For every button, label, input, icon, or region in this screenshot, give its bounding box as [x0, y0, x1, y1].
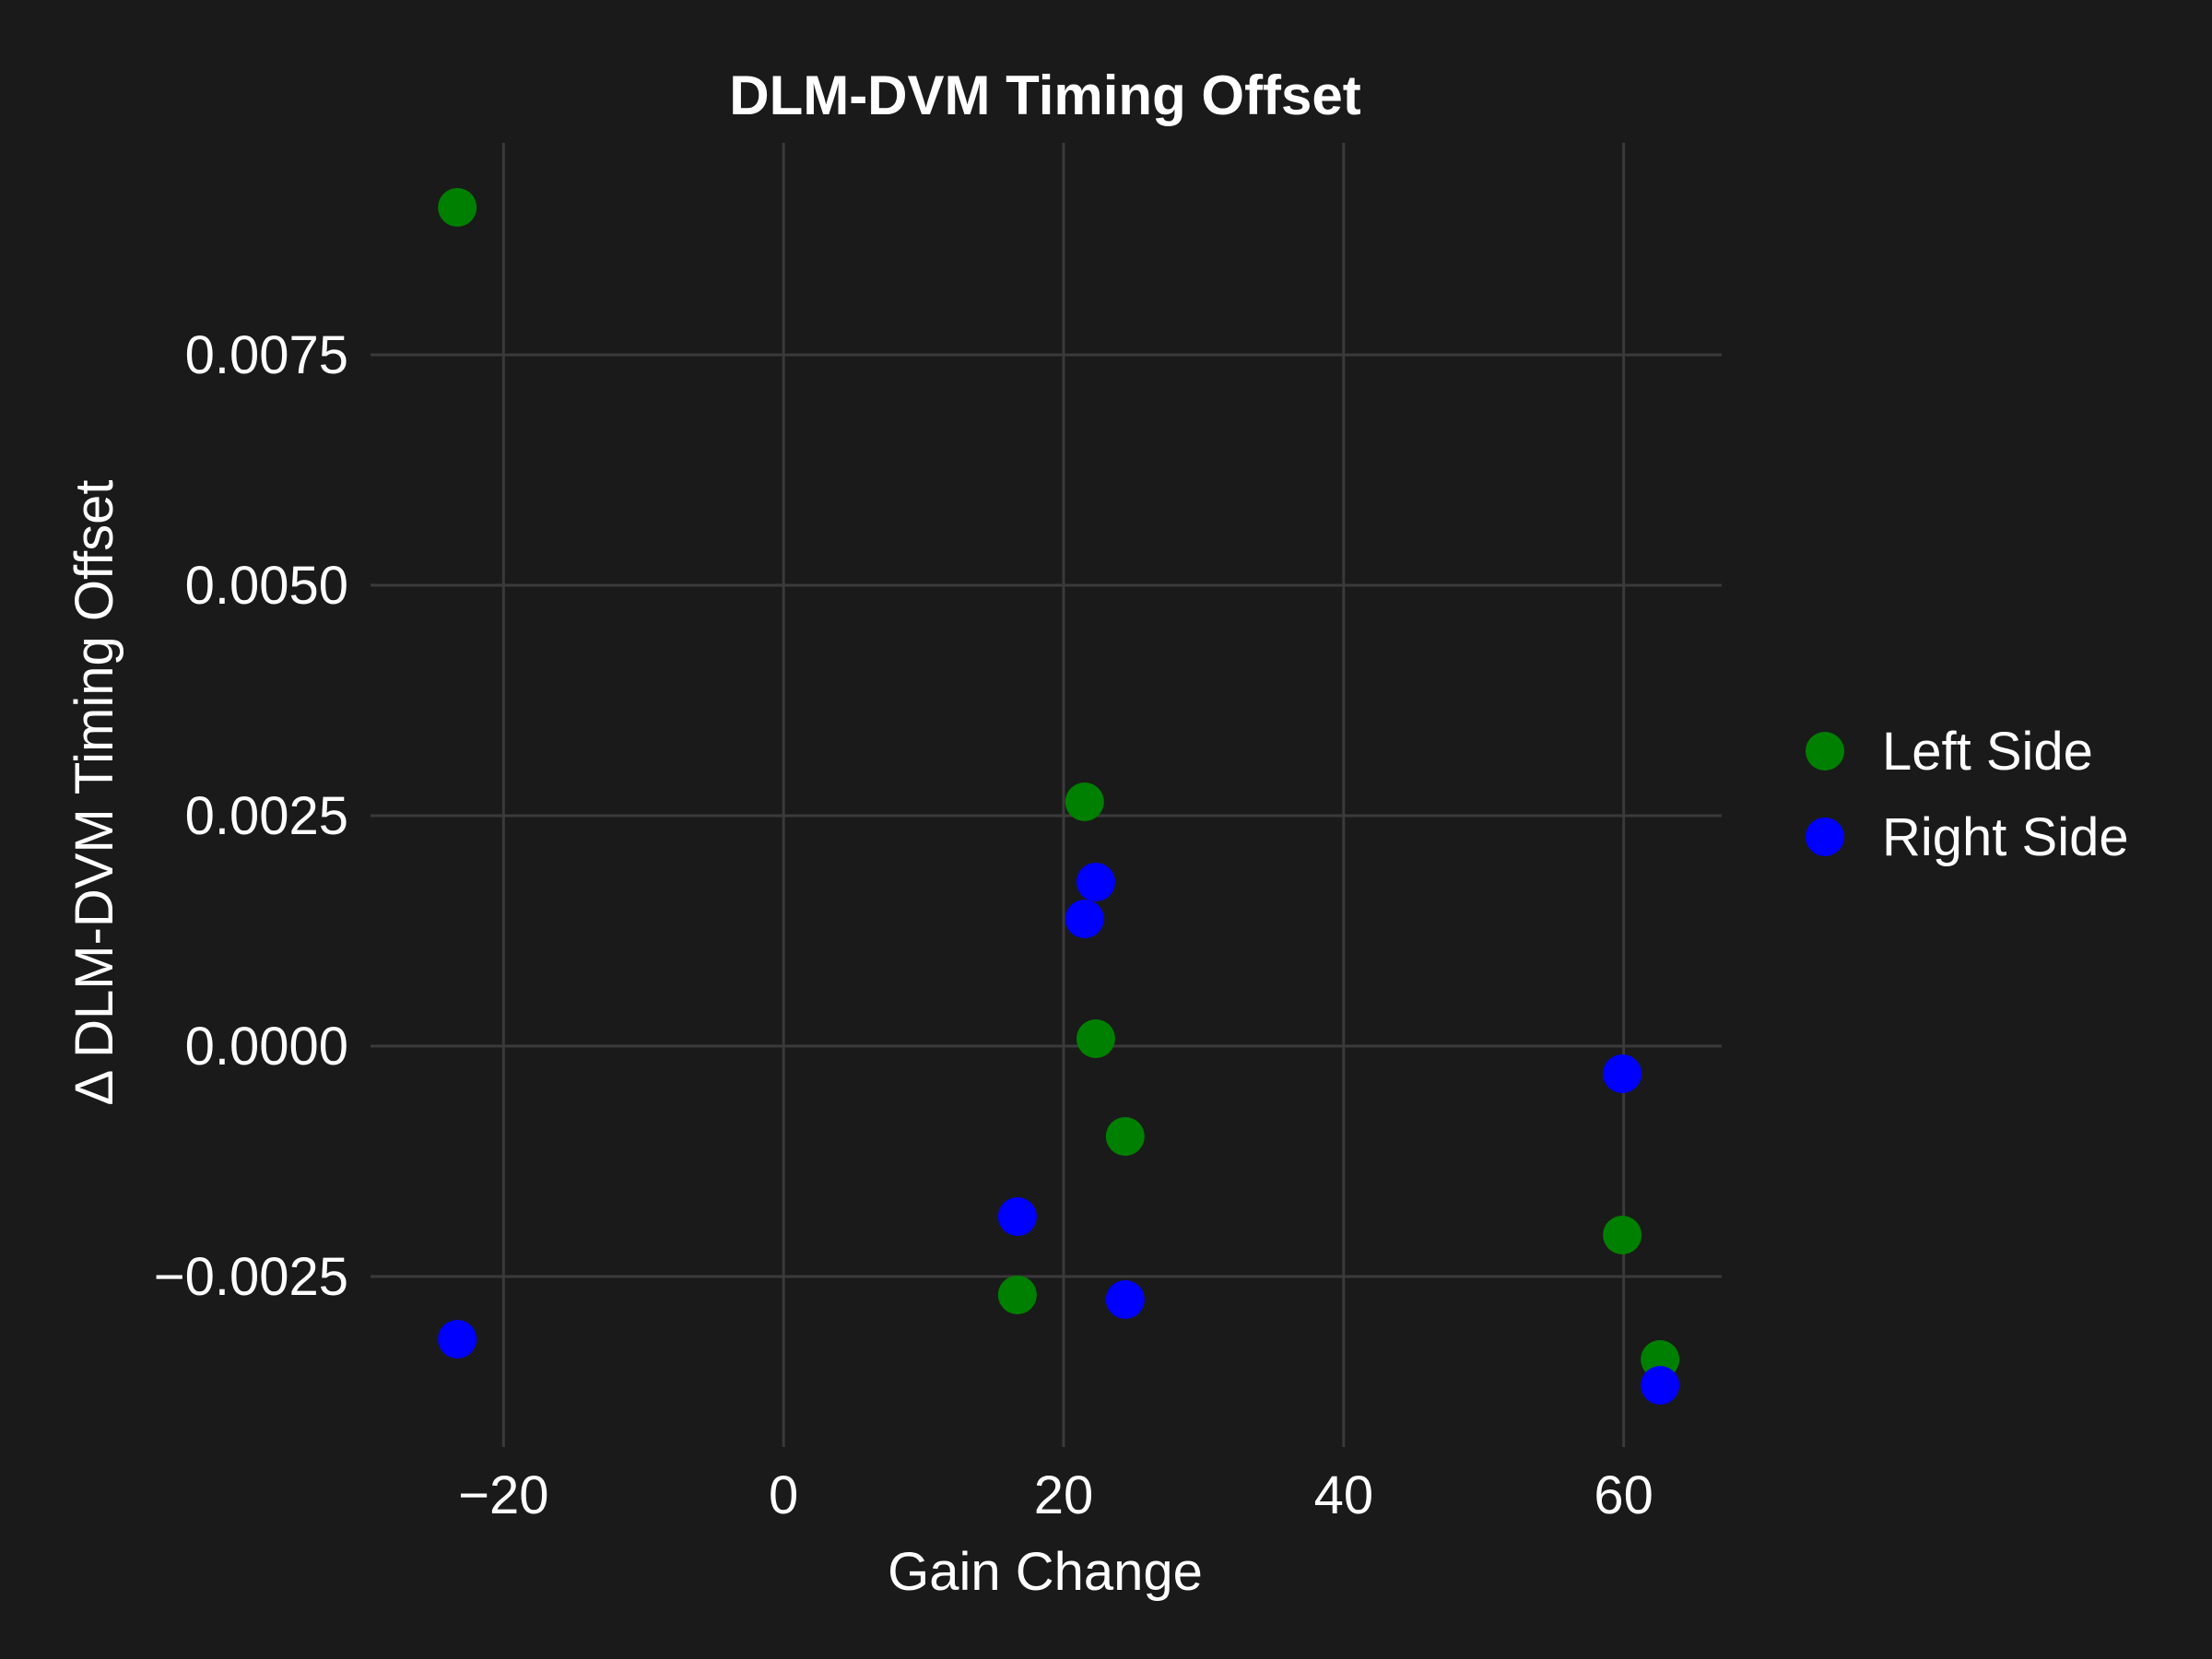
legend-label: Left Side	[1882, 722, 2093, 782]
data-point-right-side	[438, 1320, 477, 1359]
legend-label: Right Side	[1882, 807, 2129, 867]
y-tick-label: 0.0025	[185, 786, 348, 846]
data-point-left-side	[1076, 1019, 1115, 1058]
data-point-left-side	[438, 188, 477, 227]
data-point-right-side	[1065, 900, 1104, 938]
grid	[371, 143, 1722, 1447]
y-axis-label: Δ DLM-DVM Timing Offset	[65, 479, 124, 1105]
x-tick-label: 60	[1594, 1465, 1653, 1525]
data-point-left-side	[1603, 1216, 1642, 1254]
y-tick-label: −0.0025	[154, 1247, 348, 1307]
data-point-right-side	[1603, 1054, 1642, 1093]
data-point-left-side	[1065, 782, 1104, 821]
y-tick-label: 0.0075	[185, 325, 348, 385]
x-axis-label: Gain Change	[888, 1542, 1203, 1602]
legend-marker	[1806, 732, 1844, 771]
data-point-left-side	[997, 1276, 1037, 1314]
x-tick-label: 20	[1034, 1465, 1094, 1525]
y-tick-label: 0.0050	[185, 556, 348, 616]
y-tick-label: 0.0000	[185, 1017, 348, 1077]
chart-title: DLM-DVM Timing Offset	[729, 65, 1361, 126]
x-tick-label: 0	[769, 1465, 798, 1525]
y-axis-ticks: −0.0025 0.0000 0.0025 0.0050 0.0075	[154, 325, 348, 1307]
data-point-left-side	[1105, 1117, 1145, 1156]
data-point-right-side	[1105, 1280, 1145, 1319]
data-point-right-side	[997, 1197, 1037, 1236]
x-tick-label: 40	[1314, 1465, 1374, 1525]
data-point-right-side	[1641, 1366, 1680, 1405]
x-tick-label: −20	[458, 1465, 548, 1525]
x-axis-ticks: −20 0 20 40 60	[458, 1465, 1653, 1525]
legend-marker	[1806, 818, 1844, 856]
data-point-right-side	[1076, 863, 1115, 901]
legend: Left Side Right Side	[1806, 722, 2129, 867]
data-points	[438, 188, 1680, 1405]
